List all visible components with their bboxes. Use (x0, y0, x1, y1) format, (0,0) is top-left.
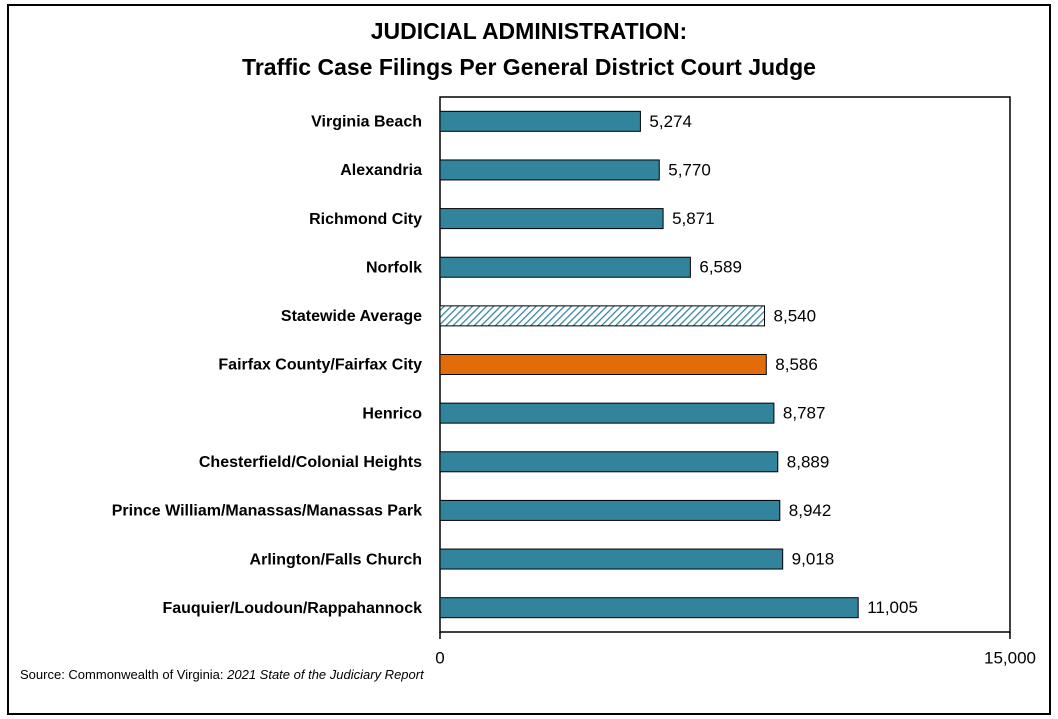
bar (439, 159, 660, 181)
data-label: 6,589 (699, 258, 742, 277)
data-label: 5,770 (668, 160, 711, 179)
y-tick-label: Norfolk (366, 259, 422, 276)
bar (439, 402, 775, 424)
y-tick-label: Virginia Beach (311, 114, 422, 131)
source-title: 2021 State of the Judiciary Report (226, 667, 425, 682)
bar (439, 354, 767, 375)
y-tick-label: Richmond City (309, 211, 422, 228)
data-label: 8,586 (775, 355, 818, 374)
x-tick-label: 0 (435, 648, 444, 667)
chart-subtitle: Traffic Case Filings Per General Distric… (242, 54, 816, 80)
data-label: 8,787 (783, 404, 826, 423)
x-tick-label: 15,000 (984, 648, 1036, 667)
bar (439, 451, 779, 473)
chart-title: JUDICIAL ADMINISTRATION: (371, 18, 687, 44)
y-tick-label: Chesterfield/Colonial Heights (199, 454, 422, 471)
bar (439, 499, 781, 521)
bar (439, 208, 664, 230)
y-tick-label: Prince William/Manassas/Manassas Park (112, 503, 422, 520)
y-tick-label: Henrico (362, 405, 422, 422)
data-label: 8,540 (774, 306, 817, 325)
bar (439, 110, 641, 132)
source: Source: Commonwealth of Virginia: 2021 S… (20, 667, 425, 682)
y-tick-label: Fairfax County/Fairfax City (218, 357, 422, 374)
data-label: 5,274 (649, 112, 692, 131)
data-label: 9,018 (792, 550, 835, 569)
data-label: 11,005 (867, 598, 918, 617)
bar (439, 548, 784, 570)
source-prefix: Source: Commonwealth of Virginia: (20, 667, 227, 682)
y-tick-label: Statewide Average (281, 308, 422, 325)
y-tick-label: Fauquier/Loudoun/Rappahannock (162, 600, 422, 617)
bar (439, 256, 691, 278)
bar (439, 305, 766, 327)
y-tick-label: Arlington/Falls Church (250, 551, 422, 568)
bar (439, 597, 859, 619)
data-label: 5,871 (672, 209, 715, 228)
frame (7, 4, 1051, 715)
data-label: 8,942 (789, 501, 832, 520)
y-tick-label: Alexandria (340, 162, 422, 179)
data-label: 8,889 (787, 452, 830, 471)
